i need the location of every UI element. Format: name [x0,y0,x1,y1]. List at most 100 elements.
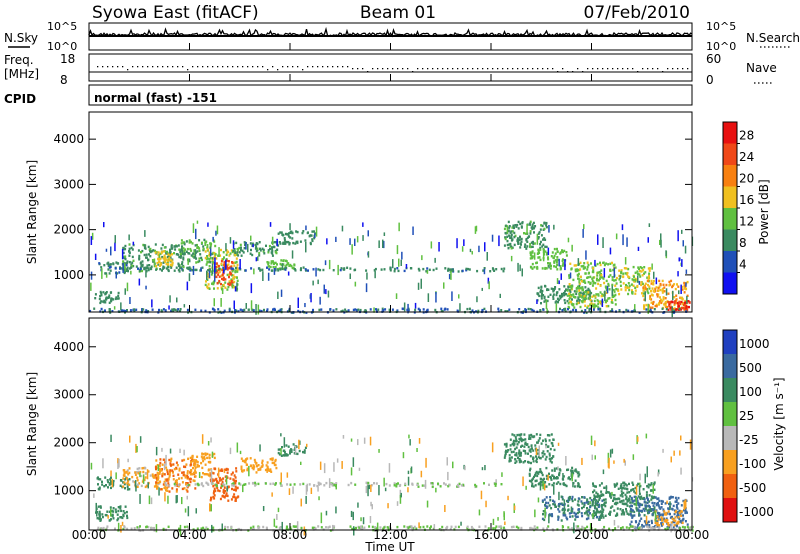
heatmap-cell [622,275,625,279]
heatmap-cell [553,247,556,251]
heatmap-cell [664,513,666,516]
cpid-value: normal (fast) -151 [94,91,217,105]
heatmap-cell [665,288,668,296]
heatmap-cell [290,528,293,531]
heatmap-cell [107,268,110,271]
heatmap-cell [614,298,617,302]
nave-dot [312,66,314,68]
heatmap-cell [654,511,657,522]
heatmap-cell [597,505,600,508]
heatmap-cell [187,258,189,265]
heatmap-cell [145,266,147,278]
heatmap-cell [584,304,587,307]
heatmap-cell [570,527,573,530]
heatmap-cell [649,297,651,300]
heatmap-cell [556,250,559,254]
heatmap-cell [123,526,126,529]
nave-dot [527,68,529,70]
heatmap-cell [462,483,465,487]
nave-dot [102,66,104,68]
heatmap-cell [591,501,594,504]
heatmap-cell [150,265,153,268]
heatmap-cell [514,440,517,443]
heatmap-cell [650,495,653,498]
heatmap-cell [147,482,149,489]
heatmap-cell [536,474,539,478]
heatmap-cell [652,504,655,507]
heatmap-cell [208,287,211,290]
heatmap-cell [131,261,134,264]
heatmap-cell [633,525,636,529]
heatmap-cell [171,253,173,256]
heatmap-cell [520,240,523,243]
heatmap-cell [206,452,209,456]
heatmap-cell [545,501,547,504]
heatmap-cell [630,498,633,501]
heatmap-cell [537,237,540,240]
heatmap-cell [218,281,221,284]
heatmap-cell [179,250,182,253]
heatmap-cell [213,240,216,243]
heatmap-cell [278,453,281,456]
heatmap-cell [163,473,166,476]
heatmap-cell [681,303,684,306]
heatmap-cell [630,283,633,286]
heatmap-cell [236,270,239,273]
heatmap-cell [190,249,193,252]
heatmap-cell [564,259,566,271]
heatmap-cell [251,253,254,257]
heatmap-cell [588,309,591,312]
heatmap-cell [681,297,684,300]
heatmap-cell [223,263,226,267]
heatmap-cell [532,221,535,225]
heatmap-cell [118,271,121,274]
heatmap-cell [537,256,540,259]
heatmap-cell [688,301,691,304]
heatmap-cell [665,308,668,311]
heatmap-cell [214,244,217,248]
heatmap-cell [570,287,573,290]
heatmap-cell [211,478,214,481]
heatmap-cell [638,512,641,515]
heatmap-cell [611,285,613,297]
heatmap-cell [112,483,115,486]
heatmap-cell [313,237,316,240]
heatmap-cell [671,515,673,519]
heatmap-cell [613,263,616,266]
heatmap-cell [514,234,517,238]
heatmap-cell [147,267,150,270]
heatmap-cell [631,310,634,313]
heatmap-cell [648,494,651,497]
heatmap-cell [117,522,120,531]
heatmap-cell [315,267,317,277]
heatmap-cell [443,482,445,485]
heatmap-cell [653,289,656,293]
heatmap-cell [218,267,221,270]
heatmap-cell [590,435,593,445]
heatmap-cell [506,225,509,234]
heatmap-cell [213,252,216,255]
heatmap-cell [597,282,600,286]
heatmap-cell [681,306,683,310]
freq-right-tick-bottom: 0 [706,73,714,87]
heatmap-cell [571,515,574,518]
heatmap-cell [531,255,534,258]
nave-dot [377,68,379,70]
heatmap-cell [602,469,605,475]
heatmap-cell [541,517,544,521]
heatmap-cell [213,456,216,460]
heatmap-cell [591,277,594,280]
heatmap-cell [141,308,144,311]
heatmap-cell [573,485,576,488]
heatmap-cell [369,516,372,524]
heatmap-cell [147,245,150,249]
heatmap-cell [274,308,276,311]
heatmap-cell [646,501,649,505]
heatmap-cell [508,457,511,460]
heatmap-cell [154,466,157,469]
heatmap-cell [533,231,535,234]
heatmap-cell [529,232,532,235]
heatmap-cell [192,223,195,233]
heatmap-cell [217,264,220,268]
